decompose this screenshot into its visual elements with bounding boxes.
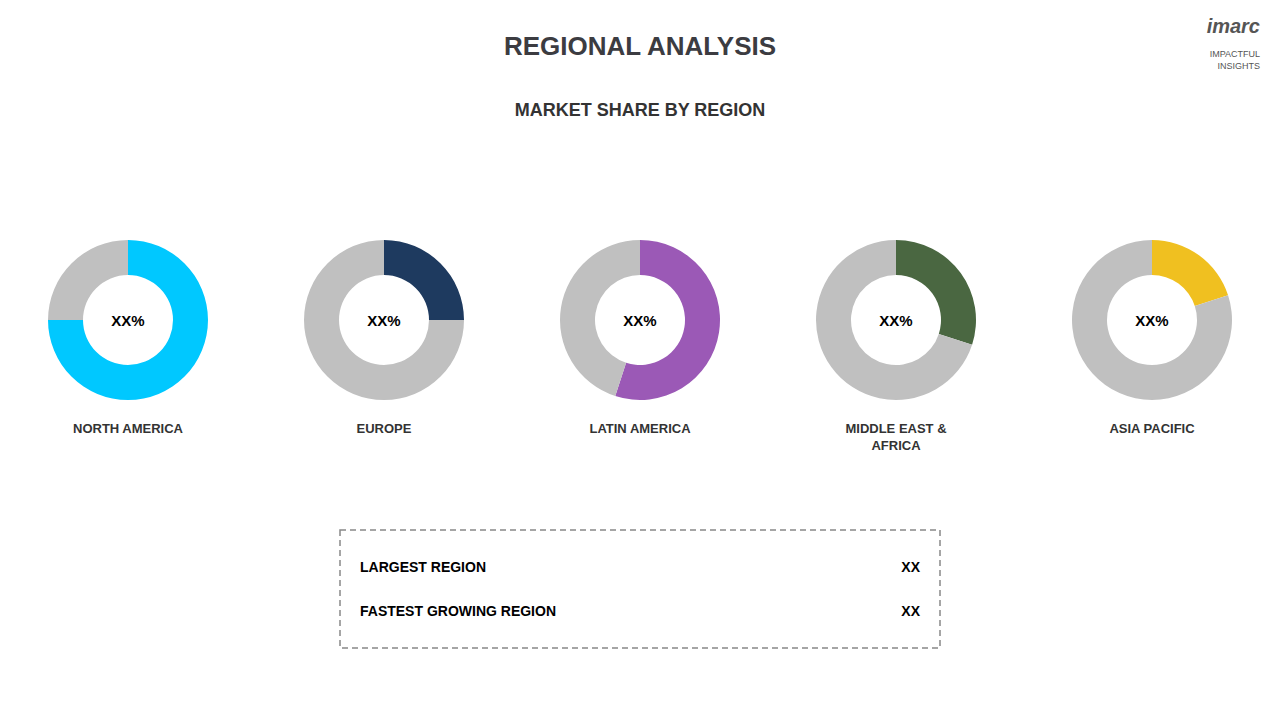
svg-text:EUROPE: EUROPE bbox=[357, 421, 412, 436]
svg-text:NORTH AMERICA: NORTH AMERICA bbox=[73, 421, 184, 436]
svg-text:XX%: XX% bbox=[879, 312, 912, 329]
svg-text:IMPACTFUL: IMPACTFUL bbox=[1210, 49, 1260, 59]
svg-text:INSIGHTS: INSIGHTS bbox=[1217, 61, 1260, 71]
svg-text:XX%: XX% bbox=[111, 312, 144, 329]
svg-text:ASIA PACIFIC: ASIA PACIFIC bbox=[1109, 421, 1195, 436]
svg-text:MARKET SHARE BY REGION: MARKET SHARE BY REGION bbox=[515, 100, 766, 120]
svg-text:LARGEST REGION: LARGEST REGION bbox=[360, 559, 486, 575]
svg-text:XX: XX bbox=[901, 603, 920, 619]
svg-text:LATIN AMERICA: LATIN AMERICA bbox=[589, 421, 691, 436]
svg-text:MIDDLE EAST &: MIDDLE EAST & bbox=[845, 421, 946, 436]
svg-text:XX: XX bbox=[901, 559, 920, 575]
svg-text:REGIONAL ANALYSIS: REGIONAL ANALYSIS bbox=[504, 31, 776, 61]
svg-text:XX%: XX% bbox=[623, 312, 656, 329]
svg-text:AFRICA: AFRICA bbox=[871, 438, 921, 453]
svg-text:XX%: XX% bbox=[1135, 312, 1168, 329]
svg-text:XX%: XX% bbox=[367, 312, 400, 329]
svg-text:FASTEST GROWING REGION: FASTEST GROWING REGION bbox=[360, 603, 556, 619]
svg-text:imarc: imarc bbox=[1207, 15, 1260, 37]
